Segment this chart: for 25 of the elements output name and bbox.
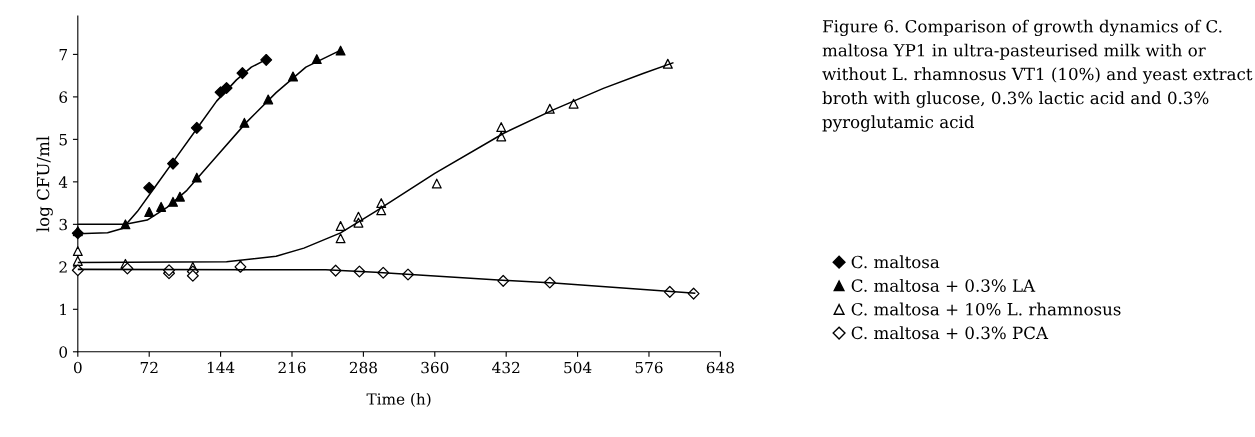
y-tick-label: 0: [59, 346, 68, 358]
x-tick-label: 288: [349, 361, 377, 374]
y-tick-label: 1: [60, 303, 66, 316]
y-tick-label: 7: [59, 49, 67, 61]
x-tick-label: 0: [73, 361, 82, 374]
x-tick-label: 216: [278, 361, 306, 374]
y-tick-label: 4: [58, 176, 68, 188]
y-axis-title: log CFU/ml: [36, 136, 53, 232]
legend-label: C. maltosa + 10% L. rhamnosus: [851, 302, 1121, 316]
legend-label: C. maltosa: [851, 255, 940, 269]
x-tick-label: 72: [140, 361, 158, 374]
legend-label: C. maltosa + 0.3% LA: [851, 278, 1036, 292]
x-tick-label: 360: [421, 361, 449, 374]
x-tick-label: 432: [492, 361, 520, 374]
y-tick-label: 5: [59, 134, 67, 146]
x-axis-title: Time (h): [366, 392, 431, 407]
x-tick-label: 504: [564, 361, 592, 374]
x-tick-label: 648: [706, 361, 734, 374]
text: Figure 6. Comparison of growth dynamics of C. maltosa YP1 in ultra-pasteurised milk with or without L. rhamnosus VT1 (10%) and yeast extract broth with glucose, 0.3% lactic acid and 0.3% pyroglutamic acid: [822, 19, 1253, 132]
y-tick-label: 6: [59, 91, 68, 103]
x-tick-label: 144: [207, 361, 235, 374]
x-tick-label: 576: [635, 361, 663, 374]
legend-label: C. maltosa + 0.3% PCA: [851, 326, 1049, 340]
y-tick-label: 2: [59, 261, 67, 273]
y-tick-label: 3: [59, 218, 67, 231]
